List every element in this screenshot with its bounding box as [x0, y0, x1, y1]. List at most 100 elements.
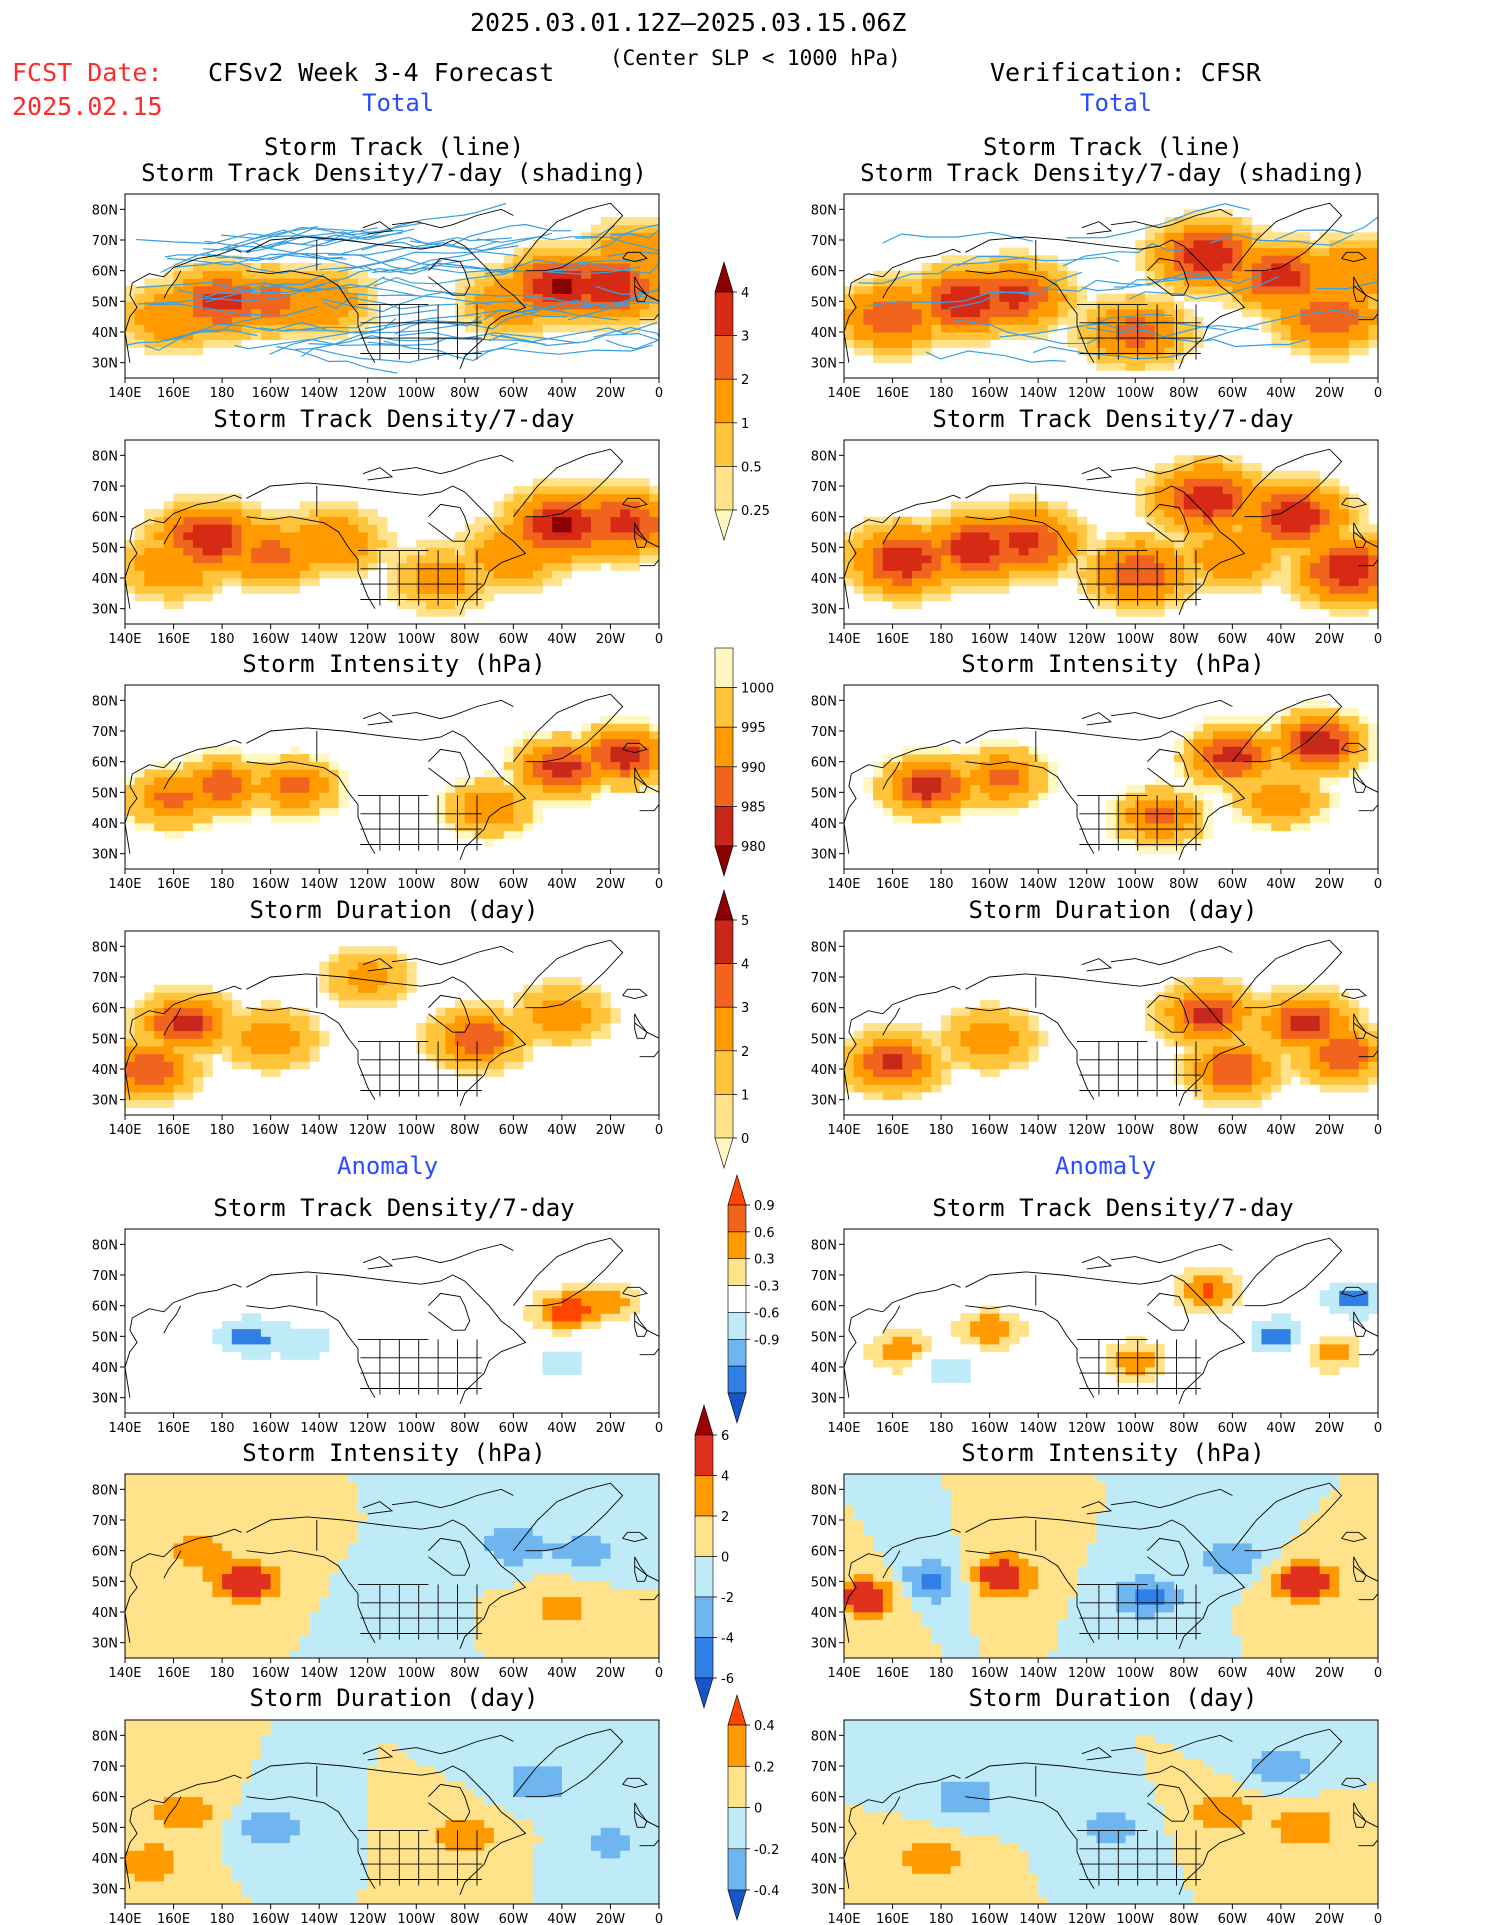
heat-cell: [1319, 1076, 1330, 1085]
heat-cell: [1310, 800, 1321, 809]
heat-cell: [1183, 309, 1194, 318]
heat-cell: [600, 1023, 611, 1032]
heat-cell: [503, 761, 514, 770]
heat-cell: [542, 501, 553, 510]
heat-cell: [581, 486, 592, 495]
heat-cell: [290, 316, 301, 325]
heat-cell: [989, 777, 1000, 786]
heat-cell: [1251, 532, 1262, 541]
heat-cell: [154, 316, 165, 325]
heat-cell: [863, 324, 874, 333]
heat-cell: [1271, 301, 1282, 310]
heat-cell: [503, 278, 514, 287]
heat-cell: [1193, 255, 1204, 264]
heat-cell: [1329, 562, 1340, 571]
heat-cell: [231, 769, 242, 778]
heat-cell: [1106, 324, 1117, 333]
heat-cell: [1174, 516, 1185, 525]
heat-cell: [1203, 1053, 1214, 1062]
heat-cell: [435, 570, 446, 579]
heat-cell: [882, 784, 893, 793]
heat-cell: [1154, 570, 1165, 579]
panel-title-duration-left: Storm Duration (day): [249, 896, 539, 924]
heat-cell: [999, 1007, 1010, 1016]
heat-cell: [1018, 501, 1029, 510]
heat-cell: [1290, 1053, 1301, 1062]
heat-cell: [1261, 738, 1272, 747]
heat-cell: [1251, 232, 1262, 241]
storm-track-line: [483, 306, 592, 321]
heat-cell: [1319, 708, 1330, 717]
heat-cell: [241, 578, 252, 587]
heat-cell: [600, 1007, 611, 1016]
heat-cell: [1348, 593, 1359, 602]
heat-cell: [1154, 777, 1165, 786]
heat-cell: [464, 278, 475, 287]
x-tick-label: 140E: [108, 386, 141, 401]
heat-cell: [629, 255, 640, 264]
heat-cell: [950, 1038, 961, 1047]
heat-cell: [260, 792, 271, 801]
heat-cell: [1358, 524, 1369, 533]
heat-cell: [251, 316, 262, 325]
coastline: [391, 208, 514, 229]
coastline: [246, 270, 376, 363]
heat-cell: [1242, 524, 1253, 533]
heat-cell: [1348, 240, 1359, 249]
heat-cell: [406, 570, 417, 579]
heat-cell: [979, 509, 990, 518]
heat-cell: [1154, 524, 1165, 533]
heat-cell: [1329, 524, 1340, 533]
heat-cell: [173, 316, 184, 325]
heat-cell: [125, 807, 136, 816]
heat-cell: [163, 539, 174, 548]
heat-cell: [134, 1069, 145, 1078]
y-tick-label: 40N: [811, 572, 837, 587]
heat-cell: [892, 769, 903, 778]
heat-cell: [639, 777, 650, 786]
heat-cell: [979, 777, 990, 786]
heat-cell: [1319, 777, 1330, 786]
heat-cell: [202, 339, 213, 348]
heat-cell: [1164, 516, 1175, 525]
heat-cell: [1009, 309, 1020, 318]
heat-cell: [1028, 800, 1039, 809]
heat-cell: [960, 547, 971, 556]
heat-cell: [154, 807, 165, 816]
heat-cell: [367, 509, 378, 518]
heat-cell: [1057, 270, 1068, 279]
heat-cell: [882, 286, 893, 295]
heat-cell: [1290, 738, 1301, 747]
heat-cell: [445, 562, 456, 571]
heat-cell: [1203, 723, 1214, 732]
heat-cell: [1290, 293, 1301, 302]
heat-cell: [183, 984, 194, 993]
heat-cell: [571, 800, 582, 809]
heat-cell: [1319, 555, 1330, 564]
heat-cell: [416, 585, 427, 594]
heat-cell: [1290, 240, 1301, 249]
heat-cell: [163, 309, 174, 318]
heat-cell: [154, 301, 165, 310]
heat-cell: [873, 761, 884, 770]
heat-cell: [1193, 547, 1204, 556]
heat-cell: [1125, 585, 1136, 594]
heat-cell: [1310, 1030, 1321, 1039]
heat-cell: [1368, 570, 1379, 579]
heat-cell: [902, 532, 913, 541]
heat-cell: [1203, 715, 1214, 724]
coastline: [1353, 285, 1379, 302]
heat-cell: [1174, 807, 1185, 816]
heat-cell: [1183, 463, 1194, 472]
heat-cell: [290, 524, 301, 533]
heat-cell: [154, 984, 165, 993]
heat-cell: [1319, 532, 1330, 541]
heat-cell: [163, 501, 174, 510]
heat-cell: [173, 1023, 184, 1032]
heat-cell: [873, 555, 884, 564]
heat-cell: [377, 516, 388, 525]
heat-cell: [1310, 270, 1321, 279]
heat-cell: [591, 324, 602, 333]
heat-cell: [552, 570, 563, 579]
heat-cell: [1290, 731, 1301, 740]
